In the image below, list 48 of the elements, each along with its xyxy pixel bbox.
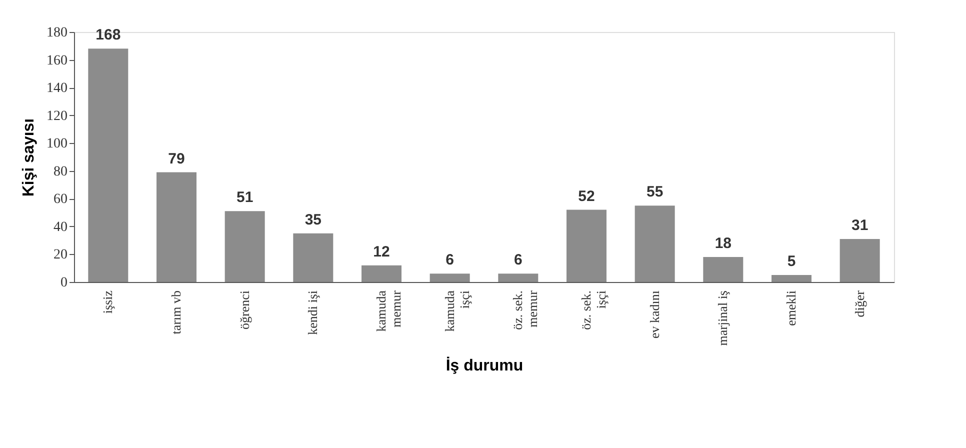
data-label: 5 — [787, 253, 796, 270]
data-label: 6 — [514, 252, 522, 269]
y-tick-label: 140 — [46, 81, 68, 96]
y-tick-label: 160 — [46, 53, 68, 68]
data-label: 18 — [714, 235, 732, 252]
data-label: 6 — [446, 252, 454, 269]
y-tick-label: 120 — [46, 108, 68, 124]
bar — [362, 265, 402, 282]
data-label: 51 — [236, 189, 254, 206]
y-tick-label: 80 — [54, 164, 68, 180]
x-tick-label: emekli — [784, 290, 798, 326]
bar — [703, 257, 744, 282]
bar — [634, 206, 675, 282]
x-tick-label: öğrenci — [236, 290, 252, 330]
x-tick-label: ev kadını — [646, 290, 662, 339]
y-tick-label: 180 — [46, 26, 68, 40]
y-tick-label: 40 — [54, 220, 68, 235]
data-label: 12 — [373, 243, 390, 260]
x-tick-label: öz. sek. memur — [510, 290, 540, 330]
bar — [566, 210, 606, 282]
bar — [430, 274, 470, 282]
x-axis-title: İş durumu — [446, 356, 524, 375]
x-tick-label: işsiz — [100, 290, 116, 314]
y-tick-label: 100 — [46, 136, 68, 152]
data-label: 52 — [578, 188, 595, 205]
bar — [224, 211, 265, 282]
bar — [772, 275, 812, 282]
x-tick-label: kamuda memur — [374, 290, 404, 332]
y-tick-label: 0 — [60, 276, 68, 290]
bar — [293, 233, 334, 282]
x-tick-label: diğer — [852, 290, 867, 318]
data-label: 31 — [851, 216, 868, 234]
y-tick-label: 60 — [54, 192, 68, 208]
bar — [88, 48, 128, 282]
x-tick-label: tarım vb — [168, 290, 184, 334]
bar — [840, 238, 880, 282]
x-tick-label: marjinal iş — [715, 290, 730, 346]
bar — [156, 172, 196, 282]
x-tick-label: kamuda işçi — [442, 290, 472, 332]
data-label: 55 — [646, 184, 664, 201]
data-label: 79 — [168, 150, 185, 168]
data-label: 168 — [96, 26, 121, 44]
y-tick-label: 20 — [54, 248, 68, 263]
y-axis-title: Kişi sayısı — [20, 118, 38, 197]
bar — [498, 274, 538, 282]
x-tick-label: kendi işi — [305, 290, 320, 335]
x-tick-label: öz. sek. işçi — [578, 290, 608, 330]
data-label: 35 — [304, 211, 322, 228]
